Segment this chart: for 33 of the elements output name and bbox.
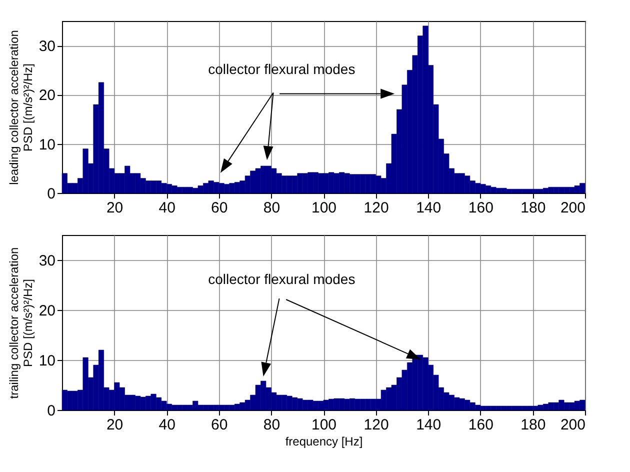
y-axis-title: leading collector acceleration PSD [(m/s²)²/Hz] — [6, 30, 35, 185]
y-tick-label: 30 — [38, 252, 56, 270]
x-axis-title: frequency [Hz] — [285, 434, 363, 448]
x-tick-label: 160 — [468, 200, 494, 216]
x-tick-label: 180 — [520, 200, 546, 216]
x-tick-label: 40 — [158, 200, 176, 216]
x-tick-label: 40 — [158, 416, 176, 434]
x-tick-label: 140 — [416, 200, 442, 216]
x-tick-label: 200 — [560, 200, 586, 216]
x-tick-label: 200 — [560, 416, 586, 434]
x-tick-label: 160 — [468, 416, 494, 434]
x-tick-label: 80 — [263, 416, 280, 434]
x-tick-label: 100 — [311, 416, 337, 434]
x-tick-label: 140 — [416, 416, 442, 434]
x-tick-label: 80 — [263, 200, 280, 216]
y-axis-title: trailing collector acceleration PSD [(m/s²)²/Hz] — [6, 247, 35, 399]
x-tick-label: 60 — [211, 416, 228, 434]
y-tick-label: 0 — [47, 402, 56, 420]
x-tick-label: 180 — [520, 416, 546, 434]
x-tick-label: 100 — [311, 200, 337, 216]
x-tick-label: 20 — [106, 200, 124, 216]
y-tick-label: 30 — [38, 38, 56, 56]
x-tick-label: 60 — [211, 200, 228, 216]
y-tick-label: 20 — [38, 87, 56, 104]
x-tick-label: 20 — [106, 416, 124, 434]
annotation: collector flexural modes — [208, 61, 356, 78]
x-tick-label: 120 — [364, 200, 389, 216]
y-tick-label: 10 — [38, 352, 56, 370]
y-tick-label: 0 — [47, 186, 56, 202]
y-tick-label: 20 — [38, 302, 56, 320]
x-tick-label: 120 — [364, 416, 389, 434]
annotation: collector flexural modes — [208, 271, 356, 287]
y-tick-label: 10 — [38, 136, 56, 154]
